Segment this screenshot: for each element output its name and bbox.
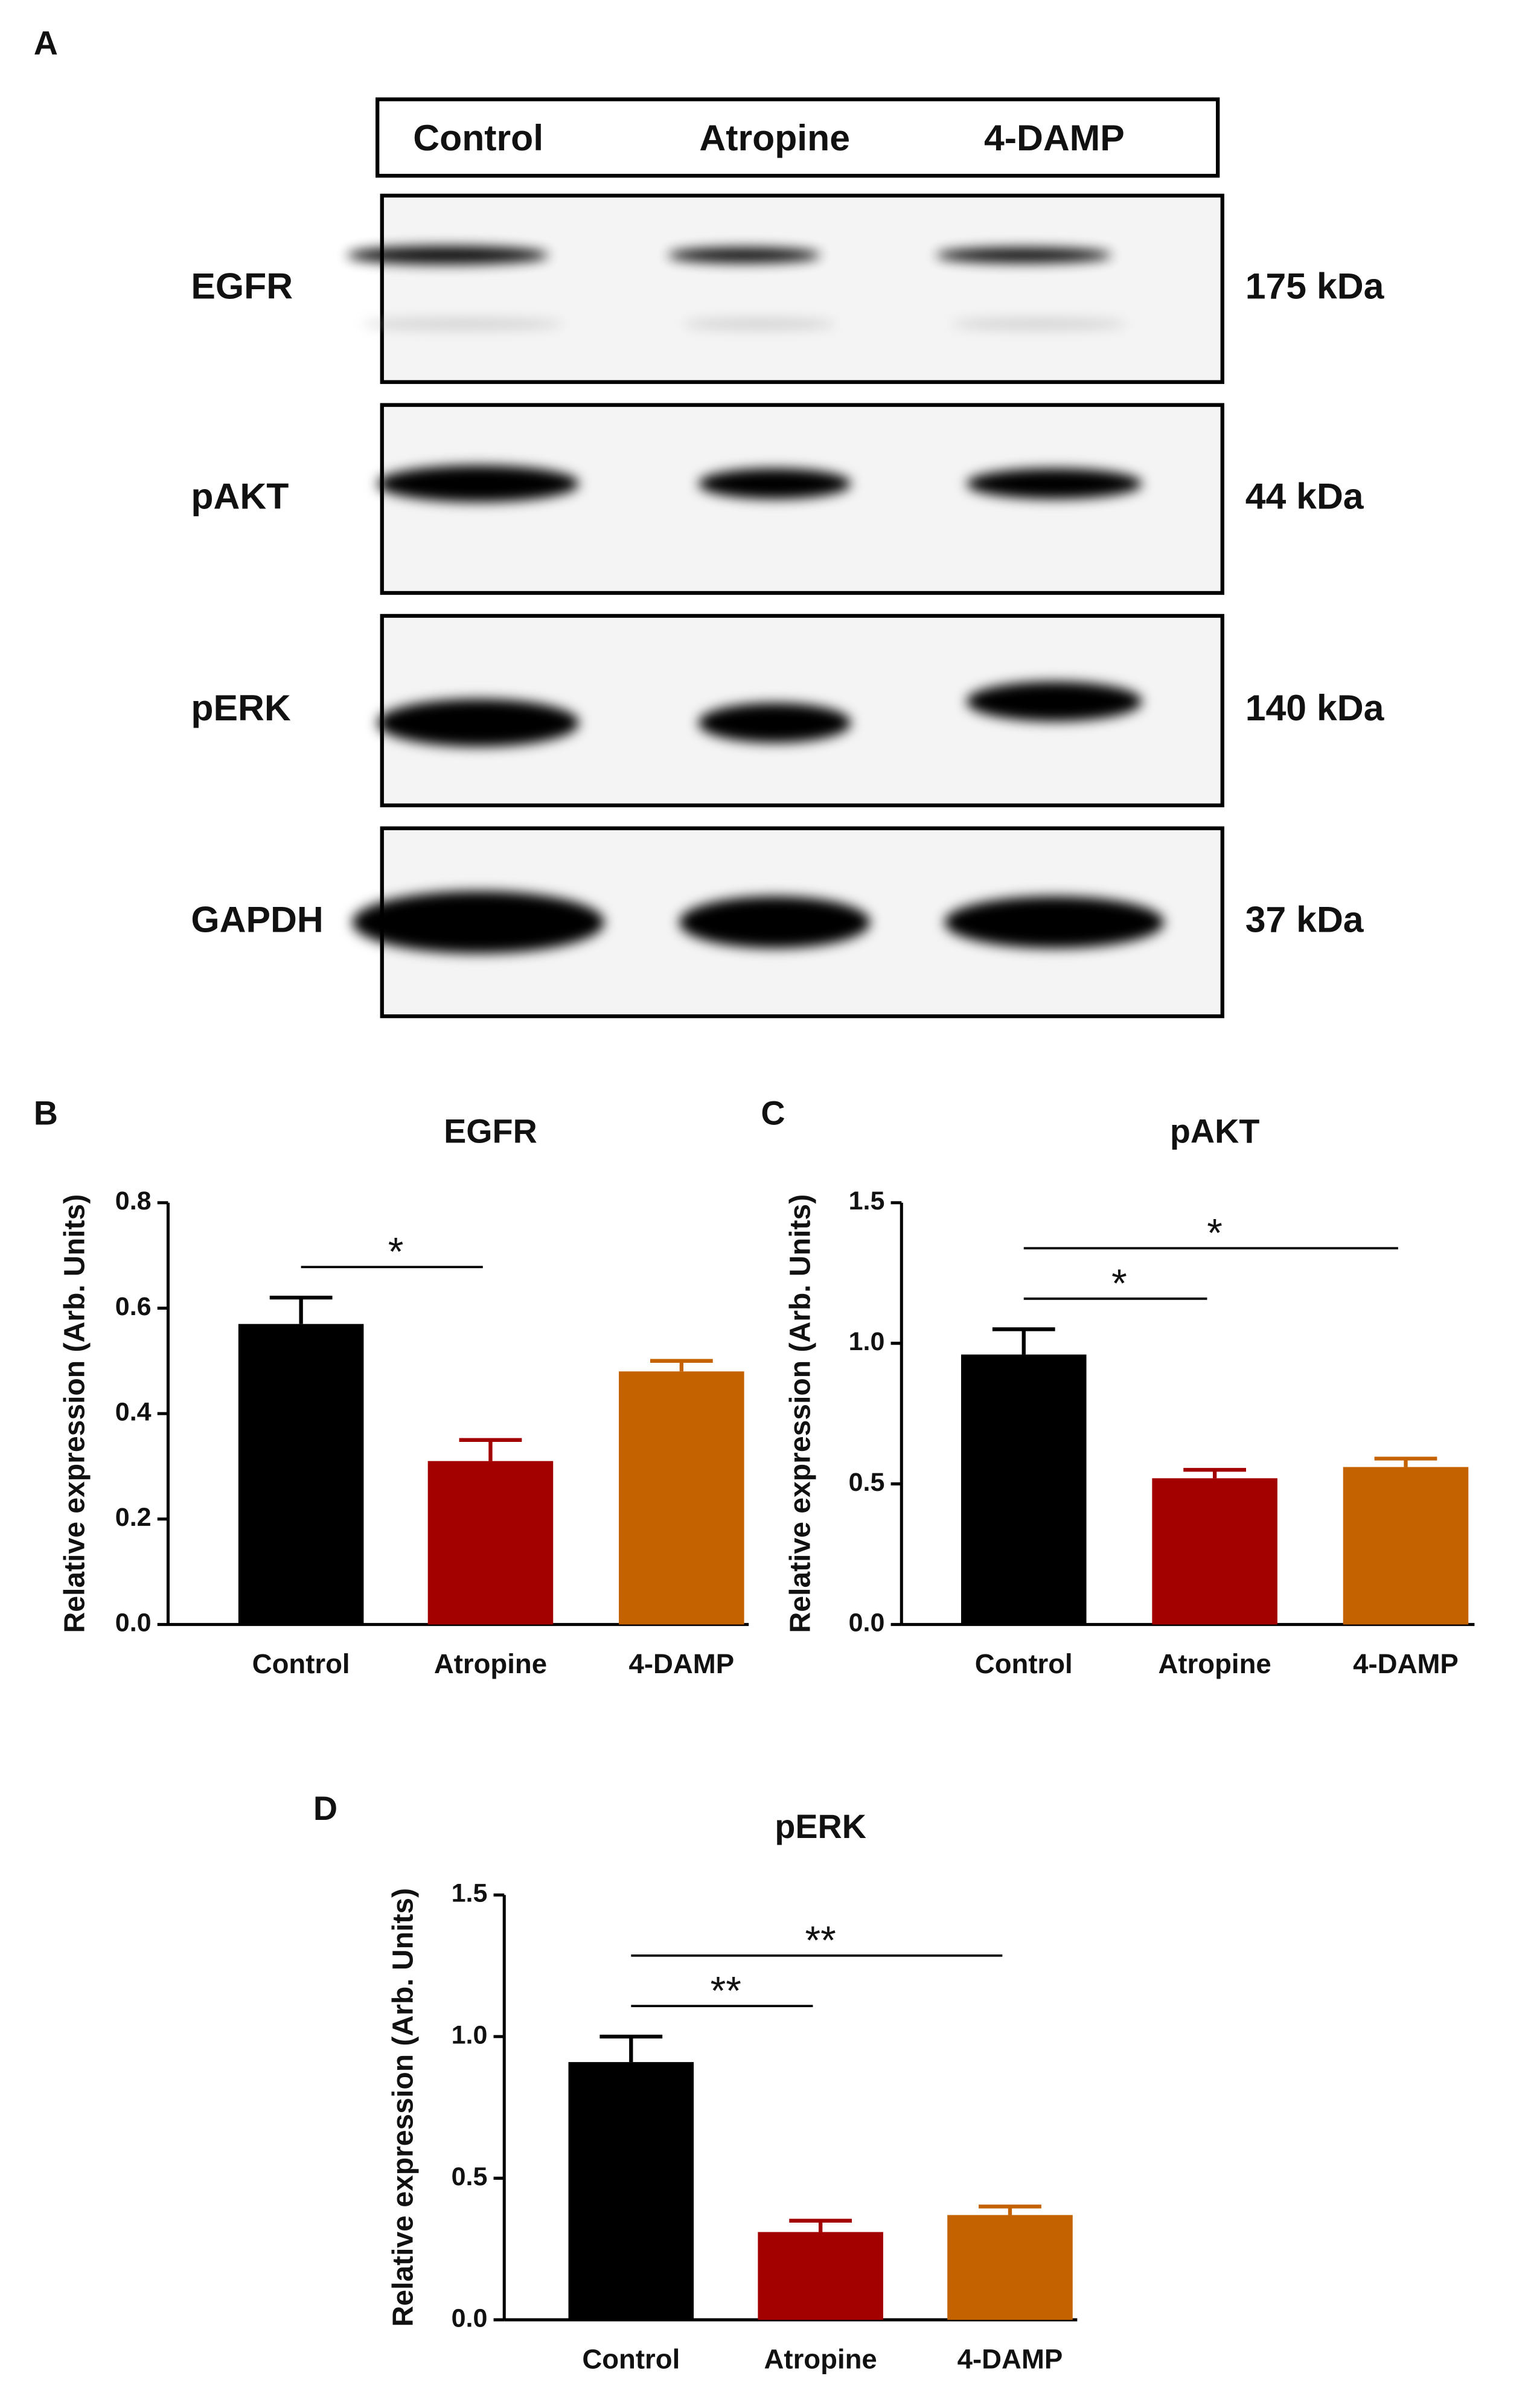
significance-label: *	[1207, 1210, 1223, 1255]
panel-label: A	[34, 25, 58, 62]
chart-title: pAKT	[1170, 1113, 1259, 1150]
significance-label: **	[711, 1968, 741, 2013]
chart-title: EGFR	[444, 1113, 537, 1150]
lane-label: Atropine	[699, 117, 850, 158]
y-tick-label: 1.0	[849, 1327, 885, 1356]
band	[347, 246, 549, 264]
significance-label: *	[388, 1229, 404, 1274]
x-tick-label: Control	[252, 1648, 350, 1679]
row-label: GAPDH	[191, 898, 323, 940]
y-tick-label: 0.0	[115, 1609, 152, 1638]
x-tick-label: 4-DAMP	[629, 1648, 735, 1679]
row-label: EGFR	[191, 265, 293, 306]
band	[966, 468, 1142, 499]
x-tick-label: Atropine	[764, 2343, 877, 2374]
y-tick-label: 1.5	[452, 1879, 488, 1908]
size-label: 37 kDa	[1245, 898, 1364, 940]
band	[377, 699, 580, 747]
bar	[947, 2215, 1073, 2320]
lane-label: Control	[413, 117, 543, 158]
x-tick-label: Control	[582, 2343, 680, 2374]
y-axis-label: Relative expression (Arb. Units)	[386, 1888, 419, 2327]
y-tick-label: 0.2	[115, 1503, 152, 1532]
y-tick-label: 0.0	[849, 1609, 885, 1638]
bar	[568, 2062, 694, 2320]
charts: B EGFR Relative expression (Arb. Units) 0.0…	[34, 1094, 1475, 2374]
panel-label: C	[761, 1094, 785, 1132]
blot: Control Atropine 4-DAMP EGFR 175 kDa pAKT 44 k…	[191, 117, 1385, 1019]
y-tick-label: 1.0	[452, 2020, 488, 2049]
bar	[238, 1324, 364, 1625]
faint-band	[362, 318, 564, 330]
size-label: 44 kDa	[1245, 475, 1364, 516]
y-tick-label: 1.5	[849, 1186, 885, 1215]
significance-label: **	[805, 1918, 836, 1962]
y-axis-label: Relative expression (Arb. Units)	[784, 1194, 816, 1633]
x-tick-label: 4-DAMP	[1353, 1648, 1459, 1679]
x-tick-label: 4-DAMP	[957, 2343, 1063, 2374]
lane-label: 4-DAMP	[984, 117, 1125, 158]
bar	[619, 1371, 744, 1625]
bar	[1152, 1478, 1277, 1625]
bar	[427, 1461, 554, 1625]
bar	[961, 1354, 1087, 1625]
y-tick-label: 0.5	[849, 1468, 885, 1497]
panel-label: B	[34, 1094, 58, 1132]
y-tick-label: 0.6	[115, 1292, 152, 1321]
y-tick-label: 0.4	[115, 1397, 152, 1426]
y-tick-label: 0.8	[115, 1186, 152, 1215]
bar	[1343, 1467, 1469, 1625]
x-tick-label: Atropine	[434, 1648, 547, 1679]
band	[668, 248, 821, 263]
band	[698, 468, 851, 499]
y-tick-label: 0.0	[452, 2304, 488, 2333]
size-label: 140 kDa	[1245, 687, 1385, 728]
band	[936, 248, 1112, 263]
size-label: 175 kDa	[1245, 265, 1385, 306]
band	[377, 465, 580, 502]
panel-label: D	[313, 1790, 337, 1827]
chart-title: pERK	[775, 1808, 866, 1845]
band	[944, 896, 1165, 949]
lane-header-box	[376, 97, 1220, 178]
faint-band	[951, 318, 1127, 330]
band	[966, 681, 1142, 722]
band	[698, 703, 851, 743]
x-tick-label: Control	[975, 1648, 1073, 1679]
band	[679, 896, 871, 949]
blot-box	[380, 193, 1224, 384]
x-tick-label: Atropine	[1159, 1648, 1271, 1679]
row-label: pAKT	[191, 475, 289, 516]
y-axis-label: Relative expression (Arb. Units)	[58, 1194, 91, 1633]
significance-label: *	[1111, 1261, 1127, 1305]
row-label: pERK	[191, 687, 290, 728]
bar	[758, 2232, 883, 2320]
faint-band	[683, 318, 836, 330]
band	[352, 891, 605, 954]
y-tick-label: 0.5	[452, 2162, 488, 2191]
